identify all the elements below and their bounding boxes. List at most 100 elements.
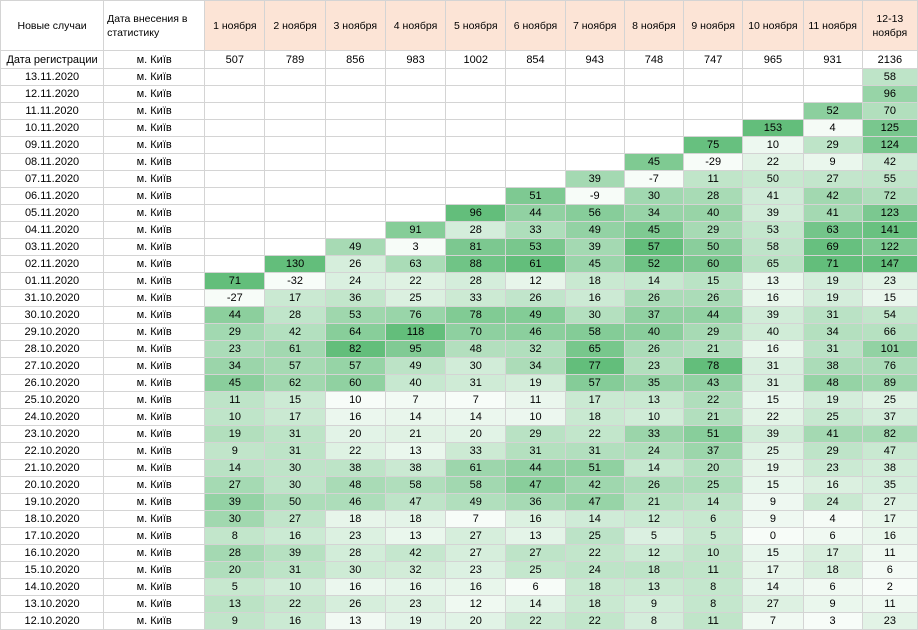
value-cell[interactable]: 10 xyxy=(264,578,326,596)
city-cell[interactable]: м. Київ xyxy=(103,323,206,341)
value-cell[interactable]: 57 xyxy=(623,238,685,256)
registration-date-cell[interactable]: 16.10.2020 xyxy=(0,544,105,562)
registration-date-cell[interactable]: 22.10.2020 xyxy=(0,442,105,460)
value-cell[interactable]: 9 xyxy=(742,510,804,528)
value-cell[interactable]: 22 xyxy=(264,595,326,613)
value-cell[interactable]: 153 xyxy=(742,119,804,137)
value-cell[interactable]: 31 xyxy=(742,357,804,375)
value-cell[interactable]: 15 xyxy=(742,391,804,409)
value-cell[interactable] xyxy=(204,221,266,239)
value-cell[interactable]: 7 xyxy=(445,391,507,409)
value-cell[interactable]: 10 xyxy=(623,408,685,426)
value-cell[interactable] xyxy=(264,187,326,205)
value-cell[interactable]: 6 xyxy=(802,527,863,545)
value-cell[interactable]: 2 xyxy=(861,578,918,596)
value-cell[interactable]: 16 xyxy=(445,578,507,596)
value-cell[interactable]: 5 xyxy=(623,527,685,545)
value-cell[interactable]: 16 xyxy=(802,476,863,494)
value-cell[interactable]: 31 xyxy=(802,340,863,358)
value-cell[interactable]: 22 xyxy=(564,544,625,562)
value-cell[interactable]: 19 xyxy=(204,425,266,443)
registration-date-cell[interactable]: 13.10.2020 xyxy=(0,595,105,613)
value-cell[interactable]: 7 xyxy=(742,612,804,630)
value-cell[interactable]: 10 xyxy=(324,391,386,409)
registration-date-cell[interactable]: 17.10.2020 xyxy=(0,527,105,545)
value-cell[interactable]: 31 xyxy=(505,442,566,460)
value-cell[interactable]: 18 xyxy=(384,510,447,528)
value-cell[interactable] xyxy=(264,102,326,120)
value-cell[interactable]: 11 xyxy=(204,391,266,409)
value-cell[interactable] xyxy=(324,170,386,188)
city-cell[interactable]: м. Київ xyxy=(103,153,206,171)
registration-date-cell[interactable]: 26.10.2020 xyxy=(0,374,105,392)
value-cell[interactable]: 49 xyxy=(505,306,566,324)
value-cell[interactable]: 61 xyxy=(264,340,326,358)
value-cell[interactable] xyxy=(445,136,507,154)
value-cell[interactable]: 20 xyxy=(204,561,266,579)
value-cell[interactable]: 19 xyxy=(802,272,863,290)
value-cell[interactable] xyxy=(324,187,386,205)
value-cell[interactable]: 70 xyxy=(861,102,918,120)
value-cell[interactable] xyxy=(204,136,266,154)
value-cell[interactable]: 8 xyxy=(204,527,266,545)
city-cell[interactable]: м. Київ xyxy=(103,170,206,188)
city-cell[interactable]: м. Київ xyxy=(103,527,206,545)
value-cell[interactable]: 26 xyxy=(324,595,386,613)
registration-date-cell[interactable]: 04.11.2020 xyxy=(0,221,105,239)
value-cell[interactable]: 16 xyxy=(861,527,918,545)
value-cell[interactable]: 47 xyxy=(384,493,447,511)
value-cell[interactable]: 25 xyxy=(861,391,918,409)
value-cell[interactable] xyxy=(564,102,625,120)
value-cell[interactable]: 14 xyxy=(683,493,744,511)
value-cell[interactable]: 14 xyxy=(384,408,447,426)
value-cell[interactable]: -29 xyxy=(683,153,744,171)
value-cell[interactable]: 25 xyxy=(384,289,447,307)
date-header[interactable]: 10 ноября xyxy=(742,0,804,51)
value-cell[interactable]: 9 xyxy=(204,442,266,460)
value-cell[interactable] xyxy=(204,187,266,205)
city-cell[interactable]: м. Київ xyxy=(103,561,206,579)
value-cell[interactable]: 7 xyxy=(445,510,507,528)
value-cell[interactable]: 18 xyxy=(564,408,625,426)
value-cell[interactable]: 28 xyxy=(683,187,744,205)
value-cell[interactable]: 40 xyxy=(384,374,447,392)
value-cell[interactable]: 15 xyxy=(742,544,804,562)
value-cell[interactable]: 14 xyxy=(564,510,625,528)
value-cell[interactable] xyxy=(742,68,804,86)
value-cell[interactable]: 29 xyxy=(683,323,744,341)
value-cell[interactable]: 37 xyxy=(623,306,685,324)
value-cell[interactable]: 25 xyxy=(564,527,625,545)
value-cell[interactable]: 14 xyxy=(623,272,685,290)
value-cell[interactable] xyxy=(264,170,326,188)
value-cell[interactable]: 37 xyxy=(861,408,918,426)
value-cell[interactable]: 23 xyxy=(324,527,386,545)
value-cell[interactable]: 91 xyxy=(384,221,447,239)
registration-date-cell[interactable]: 31.10.2020 xyxy=(0,289,105,307)
city-cell[interactable]: м. Київ xyxy=(103,306,206,324)
value-cell[interactable] xyxy=(564,68,625,86)
value-cell[interactable]: 30 xyxy=(445,357,507,375)
value-cell[interactable]: 76 xyxy=(861,357,918,375)
registration-date-cell[interactable]: 27.10.2020 xyxy=(0,357,105,375)
value-cell[interactable] xyxy=(445,187,507,205)
city-cell[interactable]: м. Київ xyxy=(103,578,206,596)
value-cell[interactable] xyxy=(264,238,326,256)
value-cell[interactable]: 19 xyxy=(802,289,863,307)
city-cell[interactable]: м. Київ xyxy=(103,595,206,613)
value-cell[interactable]: 9 xyxy=(742,493,804,511)
value-cell[interactable]: 57 xyxy=(564,374,625,392)
value-cell[interactable]: 26 xyxy=(623,340,685,358)
value-cell[interactable]: 25 xyxy=(742,442,804,460)
value-cell[interactable]: 5 xyxy=(204,578,266,596)
value-cell[interactable]: 26 xyxy=(324,255,386,273)
value-cell[interactable] xyxy=(384,170,447,188)
value-cell[interactable]: 16 xyxy=(742,289,804,307)
value-cell[interactable]: 54 xyxy=(861,306,918,324)
value-cell[interactable] xyxy=(564,153,625,171)
date-header[interactable]: 3 ноября xyxy=(324,0,386,51)
value-cell[interactable]: -7 xyxy=(623,170,685,188)
value-cell[interactable]: 58 xyxy=(742,238,804,256)
value-cell[interactable]: 27 xyxy=(861,493,918,511)
value-cell[interactable]: 39 xyxy=(204,493,266,511)
value-cell[interactable]: 27 xyxy=(802,170,863,188)
